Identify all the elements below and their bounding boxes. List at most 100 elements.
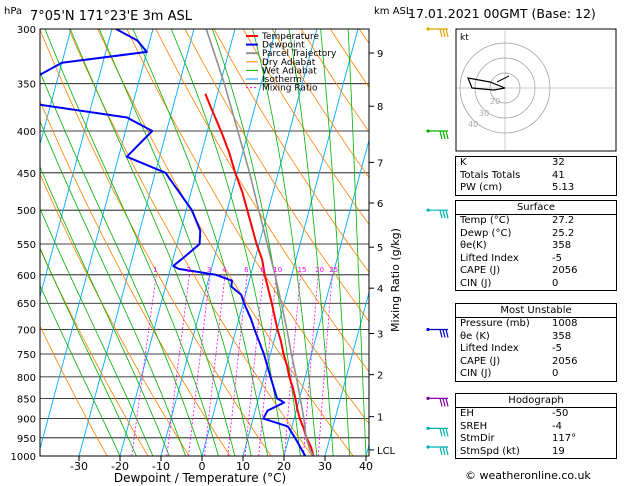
surface-row: CIN (J) 0 [460,277,559,289]
pressure-axis: 300 350 400 450 500 550 600 650 700 750 800 850 900 9… [11,25,36,463]
wind-barb-flag [439,210,443,219]
wind-barb-flag [442,130,446,140]
surface-row: Lifted Index -5 [460,252,562,264]
wind-barb-flag [442,428,446,437]
surface-row: CAPE (J) 2056 [460,265,578,276]
height-unit: km ASL [374,6,412,17]
dry-adiabat-line [242,29,369,226]
wet-adiabat-line [40,284,121,456]
height-tick-label: 6 [377,199,383,210]
wind-barb-base [426,445,430,449]
wind-barb-flag [445,398,449,407]
pressure-tick-label: 400 [17,127,36,138]
index-row-pw: PW (cm) 5.13 [460,182,575,193]
hodograph-unit: kt [460,33,469,43]
legend-label: Dewpoint [262,41,305,51]
dry-adiabat-line [126,29,369,425]
hodo-row: StmDir 117° [460,433,577,444]
height-tick-label: 1 [377,413,383,424]
mixing-ratio-line [258,274,277,456]
mixing-ratio-label: 4 [222,266,227,274]
pressure-tick-label: 800 [17,373,36,384]
pressure-tick-label: 950 [17,434,36,445]
hodo-row: SREH -4 [460,420,562,432]
pressure-tick-label: 450 [17,169,36,180]
x-tick-label: 0 [199,460,206,473]
height-tick-label: 7 [377,158,383,169]
date-label: 17.01.2021 00GMT (Base: 12) [408,6,596,21]
most-unstable-title: Most Unstable [456,304,616,318]
wind-barb-flag [442,28,446,38]
wind-barb-base [426,396,430,400]
x-tick-label: -10 [152,460,170,473]
background-lines [40,29,369,456]
mu-row: Lifted Index -5 [460,343,562,354]
wet-adiabat-line [44,29,219,456]
mixing-ratio-label: 25 [329,266,338,274]
wet-adiabat-line [40,247,137,456]
surface-row: Temp (°C) 27.2 [460,215,575,226]
height-tick-label: 3 [377,330,383,341]
x-tick-label: 20 [277,460,291,473]
wind-barb-flag [445,329,449,338]
wind-barb-base [426,426,430,430]
x-tick-label: 30 [318,460,332,473]
height-tick-label: LCL [377,446,396,457]
x-tick-label: -30 [70,460,88,473]
dry-adiabat-line [155,29,369,373]
wet-adiabat-line [347,29,367,456]
hodograph-ring-label: 20 [490,97,500,106]
wind-barb-flag [445,428,449,437]
hodo-row: StmSpd (kt) 19 [460,445,565,457]
pressure-tick-label: 900 [17,415,36,426]
isotherm-line [201,29,318,456]
mu-row: CAPE (J) 2056 [460,355,578,367]
isotherm-line [78,29,195,456]
height-axis: 9 8 7 6 5 4 3 2 1 LCL [369,49,396,457]
pressure-tick-label: 350 [17,80,36,91]
wind-barb-flag [445,130,449,140]
indices-table: K 32 Totals Totals 41 PW (cm) 5.13 [455,156,617,196]
height-tick-label: 9 [377,49,383,60]
mixing-ratio-labels: 1 2 3 4 6 8 10 15 20 25 [153,266,338,274]
wind-barb-base [426,208,430,212]
wet-adiabat-line [132,29,268,456]
hodo-row: EH -50 [460,408,569,419]
plot-frame [39,28,370,457]
wind-barb-flag [439,428,443,437]
most-unstable-table: Most Unstable Pressure (mb) 1008 θe (K) 35… [455,303,617,382]
mixing-ratio-line [284,274,301,456]
height-tick-label: 2 [377,371,383,382]
pressure-tick-label: 650 [17,299,36,310]
wet-adiabat-line [40,207,154,456]
wind-barb-flag [439,446,443,456]
wet-adiabat-line [288,29,334,456]
wind-barb-base [426,129,430,133]
dry-adiabat-line [184,29,369,323]
mixing-ratio-label: 20 [315,266,324,274]
mu-row: CIN (J) 0 [460,368,559,379]
wet-adiabat-line [40,165,170,456]
mixing-ratio-line [166,274,190,456]
wet-adiabat-line [98,29,252,456]
mu-row: θe (K) 358 [460,330,572,342]
wind-barb-flag [442,210,446,219]
pressure-tick-label: 550 [17,240,36,251]
mixing-ratio-label: 1 [153,266,157,274]
wet-adiabat-line [252,29,318,456]
dry-adiabat-line [213,29,369,273]
wind-barb-flag [442,398,446,407]
wind-barb-base [426,27,430,31]
isotherm-line [160,29,277,456]
mixing-ratio-label: 3 [207,266,211,274]
temperature-axis: -30 -20 -10 0 10 20 30 40 [70,456,373,473]
legend-label: Temperature [261,32,319,42]
mixing-ratio-line [204,274,226,456]
surface-row: Dewp (°C) 25.2 [460,227,575,239]
height-tick-label: 5 [377,243,383,254]
hodograph-storm-motion [496,75,510,83]
hodograph-ring-label: 30 [479,109,489,118]
legend-label: Wet Adiabat [262,66,317,76]
